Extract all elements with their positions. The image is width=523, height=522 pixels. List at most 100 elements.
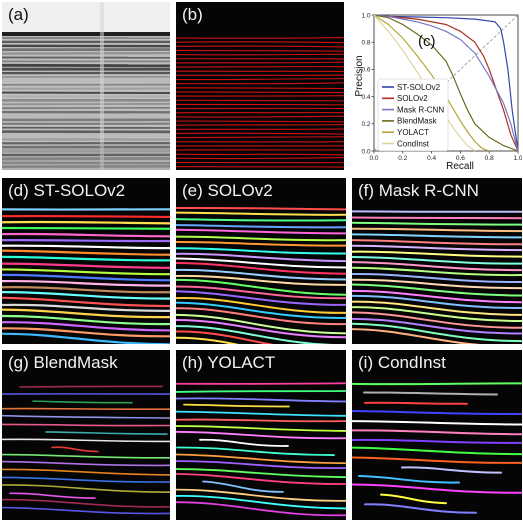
segmentation-line (2, 407, 170, 411)
segmentation-line (176, 301, 346, 319)
micrograph-top-region (2, 2, 170, 34)
segmentation-line (176, 418, 346, 423)
segmentation-line (176, 453, 346, 465)
segmentation-line (358, 474, 460, 484)
legend-label-2: Mask R-CNN (397, 105, 444, 114)
segmentation-line (176, 290, 346, 306)
segmentation-line (2, 321, 170, 332)
segmentation-line (176, 235, 346, 242)
segmentation-line (401, 466, 502, 474)
segmentation-line (176, 223, 346, 229)
segmentation-line (2, 255, 170, 262)
segmentation-line (352, 278, 522, 290)
segmentation-line (176, 495, 346, 510)
segmentation-line (2, 279, 170, 287)
annotation-line (176, 123, 344, 126)
segmentation-line (352, 409, 522, 415)
panel-label-e: (e) SOLOv2 (182, 181, 273, 200)
panel-label-h: (h) YOLACT (182, 353, 276, 372)
segmentation-line (352, 233, 522, 239)
segmentation-line (2, 303, 170, 312)
x-tick-label: 0.0 (369, 155, 378, 162)
segmentation-image (2, 350, 170, 520)
annotation-line (176, 49, 344, 52)
segmentation-line (352, 227, 522, 233)
segmentation-line (51, 446, 99, 453)
segmentation-line (176, 268, 346, 281)
segmentation-line (176, 307, 346, 326)
panel-label-i: (i) CondInst (358, 353, 446, 372)
segmentation-line (176, 460, 346, 469)
segmentation-line (352, 456, 522, 464)
segmentation-line (2, 268, 170, 276)
x-axis-label: Recall (446, 161, 474, 172)
segmentation-line (352, 283, 522, 297)
annotation-line (176, 45, 344, 48)
segmentation-line (352, 239, 522, 246)
series-line-4 (373, 14, 490, 152)
segmentation-line (2, 286, 170, 294)
annotation-background (176, 2, 344, 170)
segmentation-image (176, 178, 346, 344)
segmentation-line (352, 244, 522, 252)
annotation-line (176, 41, 344, 44)
segmentation-line (176, 382, 346, 385)
segmentation-line (352, 216, 522, 220)
annotation-line (176, 156, 344, 160)
segmentation-line (176, 410, 346, 417)
segmentation-background (2, 350, 170, 520)
segmentation-line (176, 262, 346, 275)
annotation-line (176, 66, 344, 68)
segmentation-background (352, 350, 522, 520)
panel-e-solov2: (e) SOLOv2 (176, 178, 346, 344)
segmentation-line (352, 250, 522, 258)
segmentation-line (176, 336, 240, 344)
segmentation-line (176, 468, 346, 479)
segmentation-line (176, 285, 346, 300)
segmentation-line (45, 431, 168, 435)
segmentation-line (2, 244, 170, 250)
segmentation-line (2, 291, 170, 300)
annotation-line (176, 82, 344, 85)
segmentation-line (9, 492, 96, 499)
segmentation-image (2, 178, 170, 344)
segmentation-line (176, 397, 346, 403)
panel-label-b: (b) (182, 5, 203, 24)
annotation-line (176, 91, 344, 94)
segmentation-line (2, 468, 170, 476)
segmentation-line (352, 261, 522, 272)
segmentation-line (380, 493, 447, 505)
segmentation-line (176, 218, 346, 222)
legend-label-3: BlendMask (397, 117, 438, 126)
segmentation-line (176, 211, 346, 216)
legend-label-5: CondInst (397, 139, 430, 148)
legend-label-0: ST-SOLOv2 (397, 83, 441, 92)
segmentation-line (176, 501, 346, 517)
segmentation-line (352, 294, 522, 309)
segmentation-line (2, 332, 170, 344)
panel-b-annotation: (b) (176, 2, 344, 170)
y-tick-label: 0.6 (361, 67, 370, 74)
segmentation-line (364, 401, 468, 405)
annotation-line (176, 95, 344, 97)
segmentation-line (2, 226, 170, 230)
y-tick-label: 0.2 (361, 121, 370, 128)
y-tick-label: 0.4 (361, 94, 370, 101)
segmentation-line (2, 262, 170, 269)
segmentation-line (176, 446, 335, 456)
panel-i-condinst: (i) CondInst (352, 350, 522, 520)
legend-label-1: SOLOv2 (397, 94, 428, 103)
segmentation-line (352, 382, 522, 386)
panel-label-d: (d) ST-SOLOv2 (8, 181, 126, 200)
segmentation-image (176, 350, 346, 520)
x-tick-label: 1.0 (513, 155, 522, 162)
annotation-line (176, 53, 344, 56)
panel-h-yolact: (h) YOLACT (176, 350, 346, 520)
segmentation-line (176, 488, 346, 502)
segmentation-line (176, 247, 346, 255)
series-line-2 (373, 14, 519, 152)
segmentation-line (364, 503, 477, 514)
segmentation-line (2, 460, 170, 467)
segmentation-line (2, 414, 170, 419)
segmentation-line (176, 297, 346, 314)
